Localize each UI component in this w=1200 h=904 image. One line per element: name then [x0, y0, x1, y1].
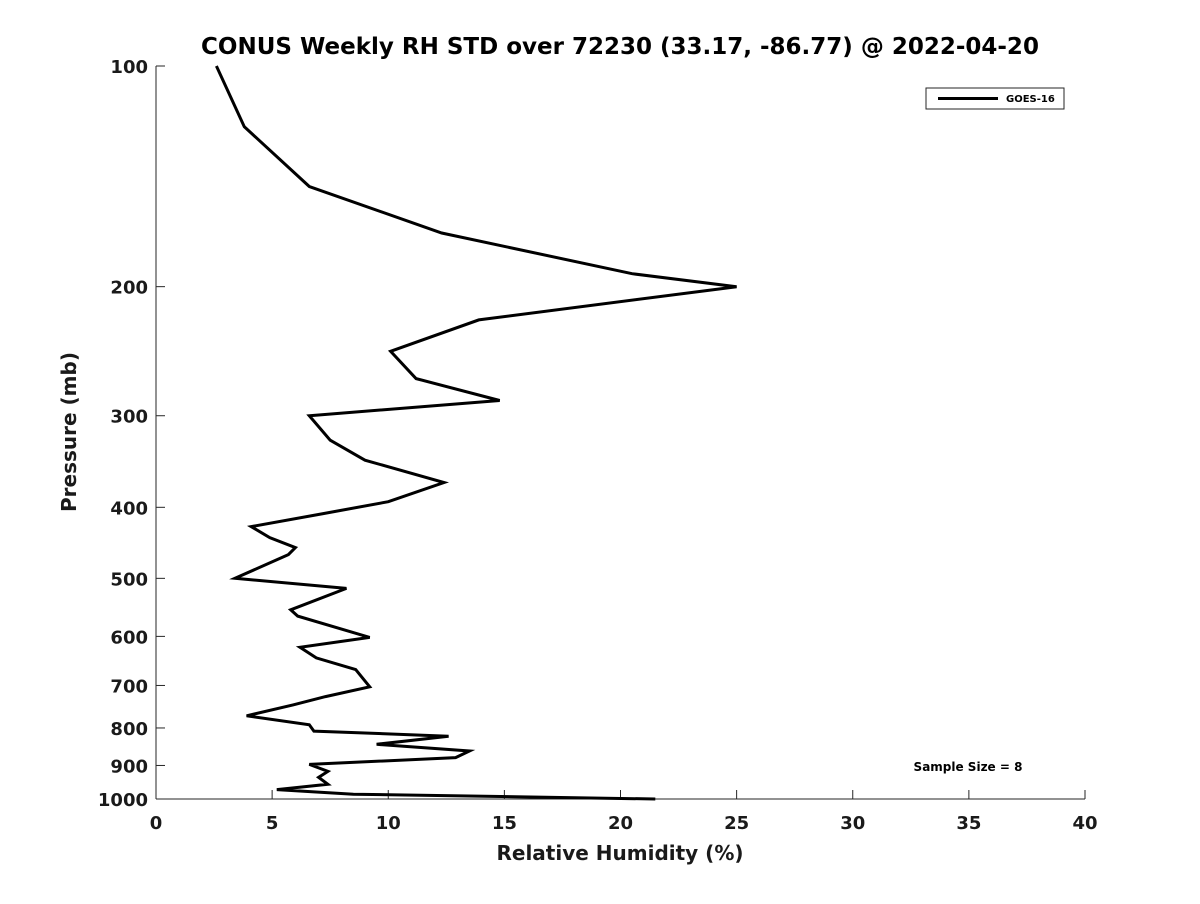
x-tick-label: 0 [150, 813, 163, 834]
x-axis-label: Relative Humidity (%) [496, 841, 743, 865]
y-tick-label: 500 [110, 569, 148, 590]
x-tick-label: 15 [492, 813, 517, 834]
legend: GOES-16 [925, 87, 1065, 110]
sample-size-annotation: Sample Size = 8 [914, 760, 1023, 774]
x-tick-label: 40 [1072, 813, 1097, 834]
x-tick-label: 5 [266, 813, 279, 834]
series-group [215, 65, 737, 801]
y-tick-label: 200 [110, 278, 148, 299]
x-axis-ticks: 0 5 10 15 20 25 30 35 40 [150, 790, 1098, 834]
x-tick-label: 10 [376, 813, 401, 834]
y-tick-label: 700 [110, 676, 148, 697]
y-tick-label: 300 [110, 407, 148, 428]
y-tick-label: 800 [110, 719, 148, 740]
x-tick-label: 35 [956, 813, 981, 834]
y-axis-ticks: 100 200 300 400 500 600 700 800 900 1000 [98, 57, 165, 811]
x-tick-label: 25 [724, 813, 749, 834]
plot-area [156, 66, 1085, 799]
y-tick-label: 400 [110, 498, 148, 519]
legend-label-goes-16: GOES-16 [1006, 94, 1055, 105]
y-tick-label: 900 [110, 756, 148, 777]
x-tick-label: 20 [608, 813, 633, 834]
x-tick-label: 30 [840, 813, 865, 834]
series-line-goes-16 [215, 65, 737, 801]
y-tick-label: 1000 [98, 790, 148, 811]
y-tick-label: 600 [110, 627, 148, 648]
chart-title: CONUS Weekly RH STD over 72230 (33.17, -… [201, 34, 1039, 60]
y-tick-label: 100 [110, 57, 148, 78]
y-axis-label: Pressure (mb) [57, 352, 81, 512]
